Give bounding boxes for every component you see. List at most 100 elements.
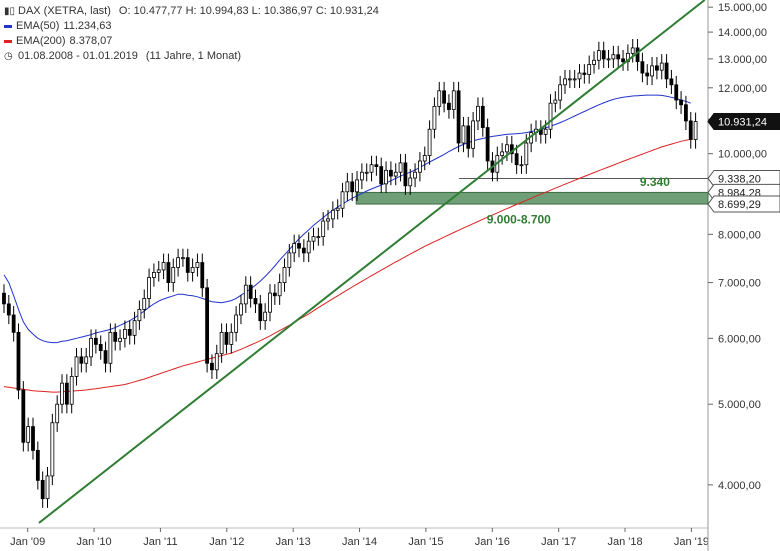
candle (350, 172, 355, 201)
candle-body (156, 269, 161, 273)
candle (476, 97, 480, 131)
candle (659, 54, 664, 80)
candle (509, 135, 514, 163)
candle (200, 253, 205, 297)
candle (69, 367, 74, 414)
y-tick-label: 7.000,00 (718, 278, 761, 290)
candle (456, 81, 461, 153)
candle-body (248, 284, 253, 299)
candle-body (330, 209, 335, 220)
candle (219, 323, 224, 363)
candle (553, 91, 558, 113)
y-tick-label: 6.000,00 (718, 333, 761, 345)
candle-body (621, 58, 625, 63)
candle (282, 258, 287, 292)
candle-body (21, 389, 26, 443)
candle (311, 227, 316, 251)
candle (132, 311, 137, 345)
candle-body (582, 72, 587, 75)
candle-body (142, 298, 147, 310)
ema200-path (3, 138, 691, 393)
candle-body (451, 90, 456, 110)
candle (398, 153, 403, 182)
candle (369, 155, 374, 182)
candle-body (263, 311, 268, 322)
candle (601, 41, 606, 69)
candle (393, 163, 398, 186)
candle (418, 152, 422, 182)
y-tick-label: 14.000,00 (718, 27, 767, 39)
legend-range-note: (11 Jahre, 1 Monat) (145, 50, 242, 62)
candle-body (684, 104, 688, 122)
candle (461, 116, 466, 153)
candle (21, 381, 26, 452)
candle-body (84, 356, 89, 364)
candle-body (601, 50, 606, 60)
candle (640, 52, 645, 83)
candle (103, 341, 108, 373)
candle-body (127, 328, 132, 336)
candle-body (418, 160, 422, 173)
candle-body (69, 376, 74, 405)
candle-body (26, 426, 31, 443)
candle (330, 201, 335, 229)
candle (292, 234, 297, 263)
annotations: 9.340 9.000-8.700 (487, 175, 670, 227)
candle-body (577, 72, 582, 80)
price-flag (707, 195, 780, 213)
candle-body (214, 353, 219, 371)
price-flags: 10.931,249.338,208.984,288.699,29 (707, 113, 780, 213)
candle-body (403, 162, 408, 187)
candle-body (340, 191, 345, 209)
candle-body (596, 50, 601, 61)
candle (485, 118, 490, 171)
candle-body (316, 236, 321, 239)
candle-body (485, 127, 490, 162)
candle (684, 95, 688, 131)
candle (621, 49, 625, 71)
candle-body (108, 331, 113, 364)
candle (205, 278, 210, 373)
candle (606, 49, 611, 69)
price-flag-label: 9.338,20 (718, 173, 761, 185)
candle (60, 374, 64, 414)
candlesticks (2, 38, 698, 508)
candle-body (55, 403, 60, 424)
candle (190, 258, 195, 282)
candle (345, 172, 350, 201)
candle (422, 146, 427, 171)
candle (645, 64, 650, 86)
x-tick-label: Jan '09 (10, 536, 45, 548)
candle-body (447, 102, 451, 110)
candle (122, 320, 127, 348)
candle (6, 294, 11, 325)
candle-body (234, 314, 239, 333)
candle (287, 243, 292, 277)
candle-body (229, 331, 234, 345)
candle-body (558, 84, 563, 101)
y-axis: 4.000,00 5.000,00 6.000,00 7.000,00 8.000,00… (707, 0, 767, 551)
candle-body (471, 120, 476, 149)
ema50-path (3, 94, 691, 344)
candle-body (258, 303, 263, 322)
candle (321, 212, 326, 246)
candle (625, 44, 630, 71)
price-flag-label: 8.699,29 (718, 199, 761, 211)
candle (326, 209, 330, 231)
y-tick-label: 4.000,00 (718, 480, 761, 492)
x-tick-label: Jan '17 (541, 536, 576, 548)
candle-body (326, 218, 330, 222)
candle-body (393, 171, 398, 177)
price-flag-label: 10.931,24 (718, 117, 767, 129)
candle-body (335, 207, 340, 211)
candle-body (200, 262, 205, 289)
legend-symbol: DAX (XETRA, last) (18, 5, 111, 17)
candle (693, 112, 698, 149)
candle-body (664, 62, 669, 80)
candle (500, 142, 505, 165)
y-tick-label: 8.000,00 (718, 229, 761, 241)
candle (335, 199, 340, 220)
candle (437, 81, 442, 116)
x-tick-label: Jan '13 (276, 536, 311, 548)
